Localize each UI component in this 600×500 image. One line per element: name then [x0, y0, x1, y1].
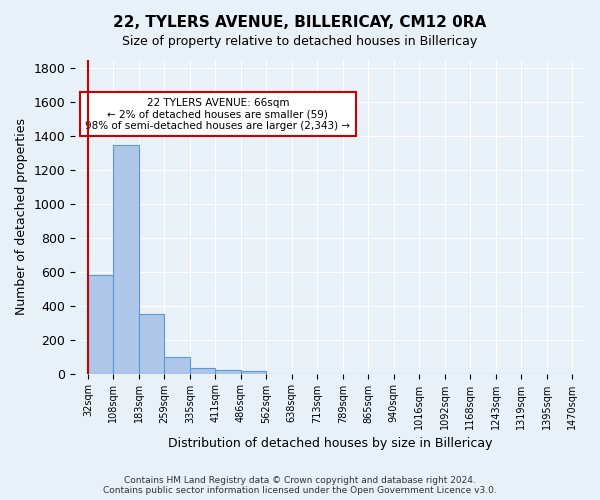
X-axis label: Distribution of detached houses by size in Billericay: Distribution of detached houses by size …	[168, 437, 493, 450]
Text: 22 TYLERS AVENUE: 66sqm
← 2% of detached houses are smaller (59)
98% of semi-det: 22 TYLERS AVENUE: 66sqm ← 2% of detached…	[85, 98, 350, 131]
Text: 22, TYLERS AVENUE, BILLERICAY, CM12 0RA: 22, TYLERS AVENUE, BILLERICAY, CM12 0RA	[113, 15, 487, 30]
Bar	[139, 314, 164, 374]
Text: Contains HM Land Registry data © Crown copyright and database right 2024.
Contai: Contains HM Land Registry data © Crown c…	[103, 476, 497, 495]
Bar	[215, 370, 241, 374]
Bar	[164, 358, 190, 374]
Bar	[88, 276, 113, 374]
Bar	[113, 144, 139, 374]
Bar	[241, 370, 266, 374]
Bar	[190, 368, 215, 374]
Y-axis label: Number of detached properties: Number of detached properties	[15, 118, 28, 316]
Text: Size of property relative to detached houses in Billericay: Size of property relative to detached ho…	[122, 35, 478, 48]
